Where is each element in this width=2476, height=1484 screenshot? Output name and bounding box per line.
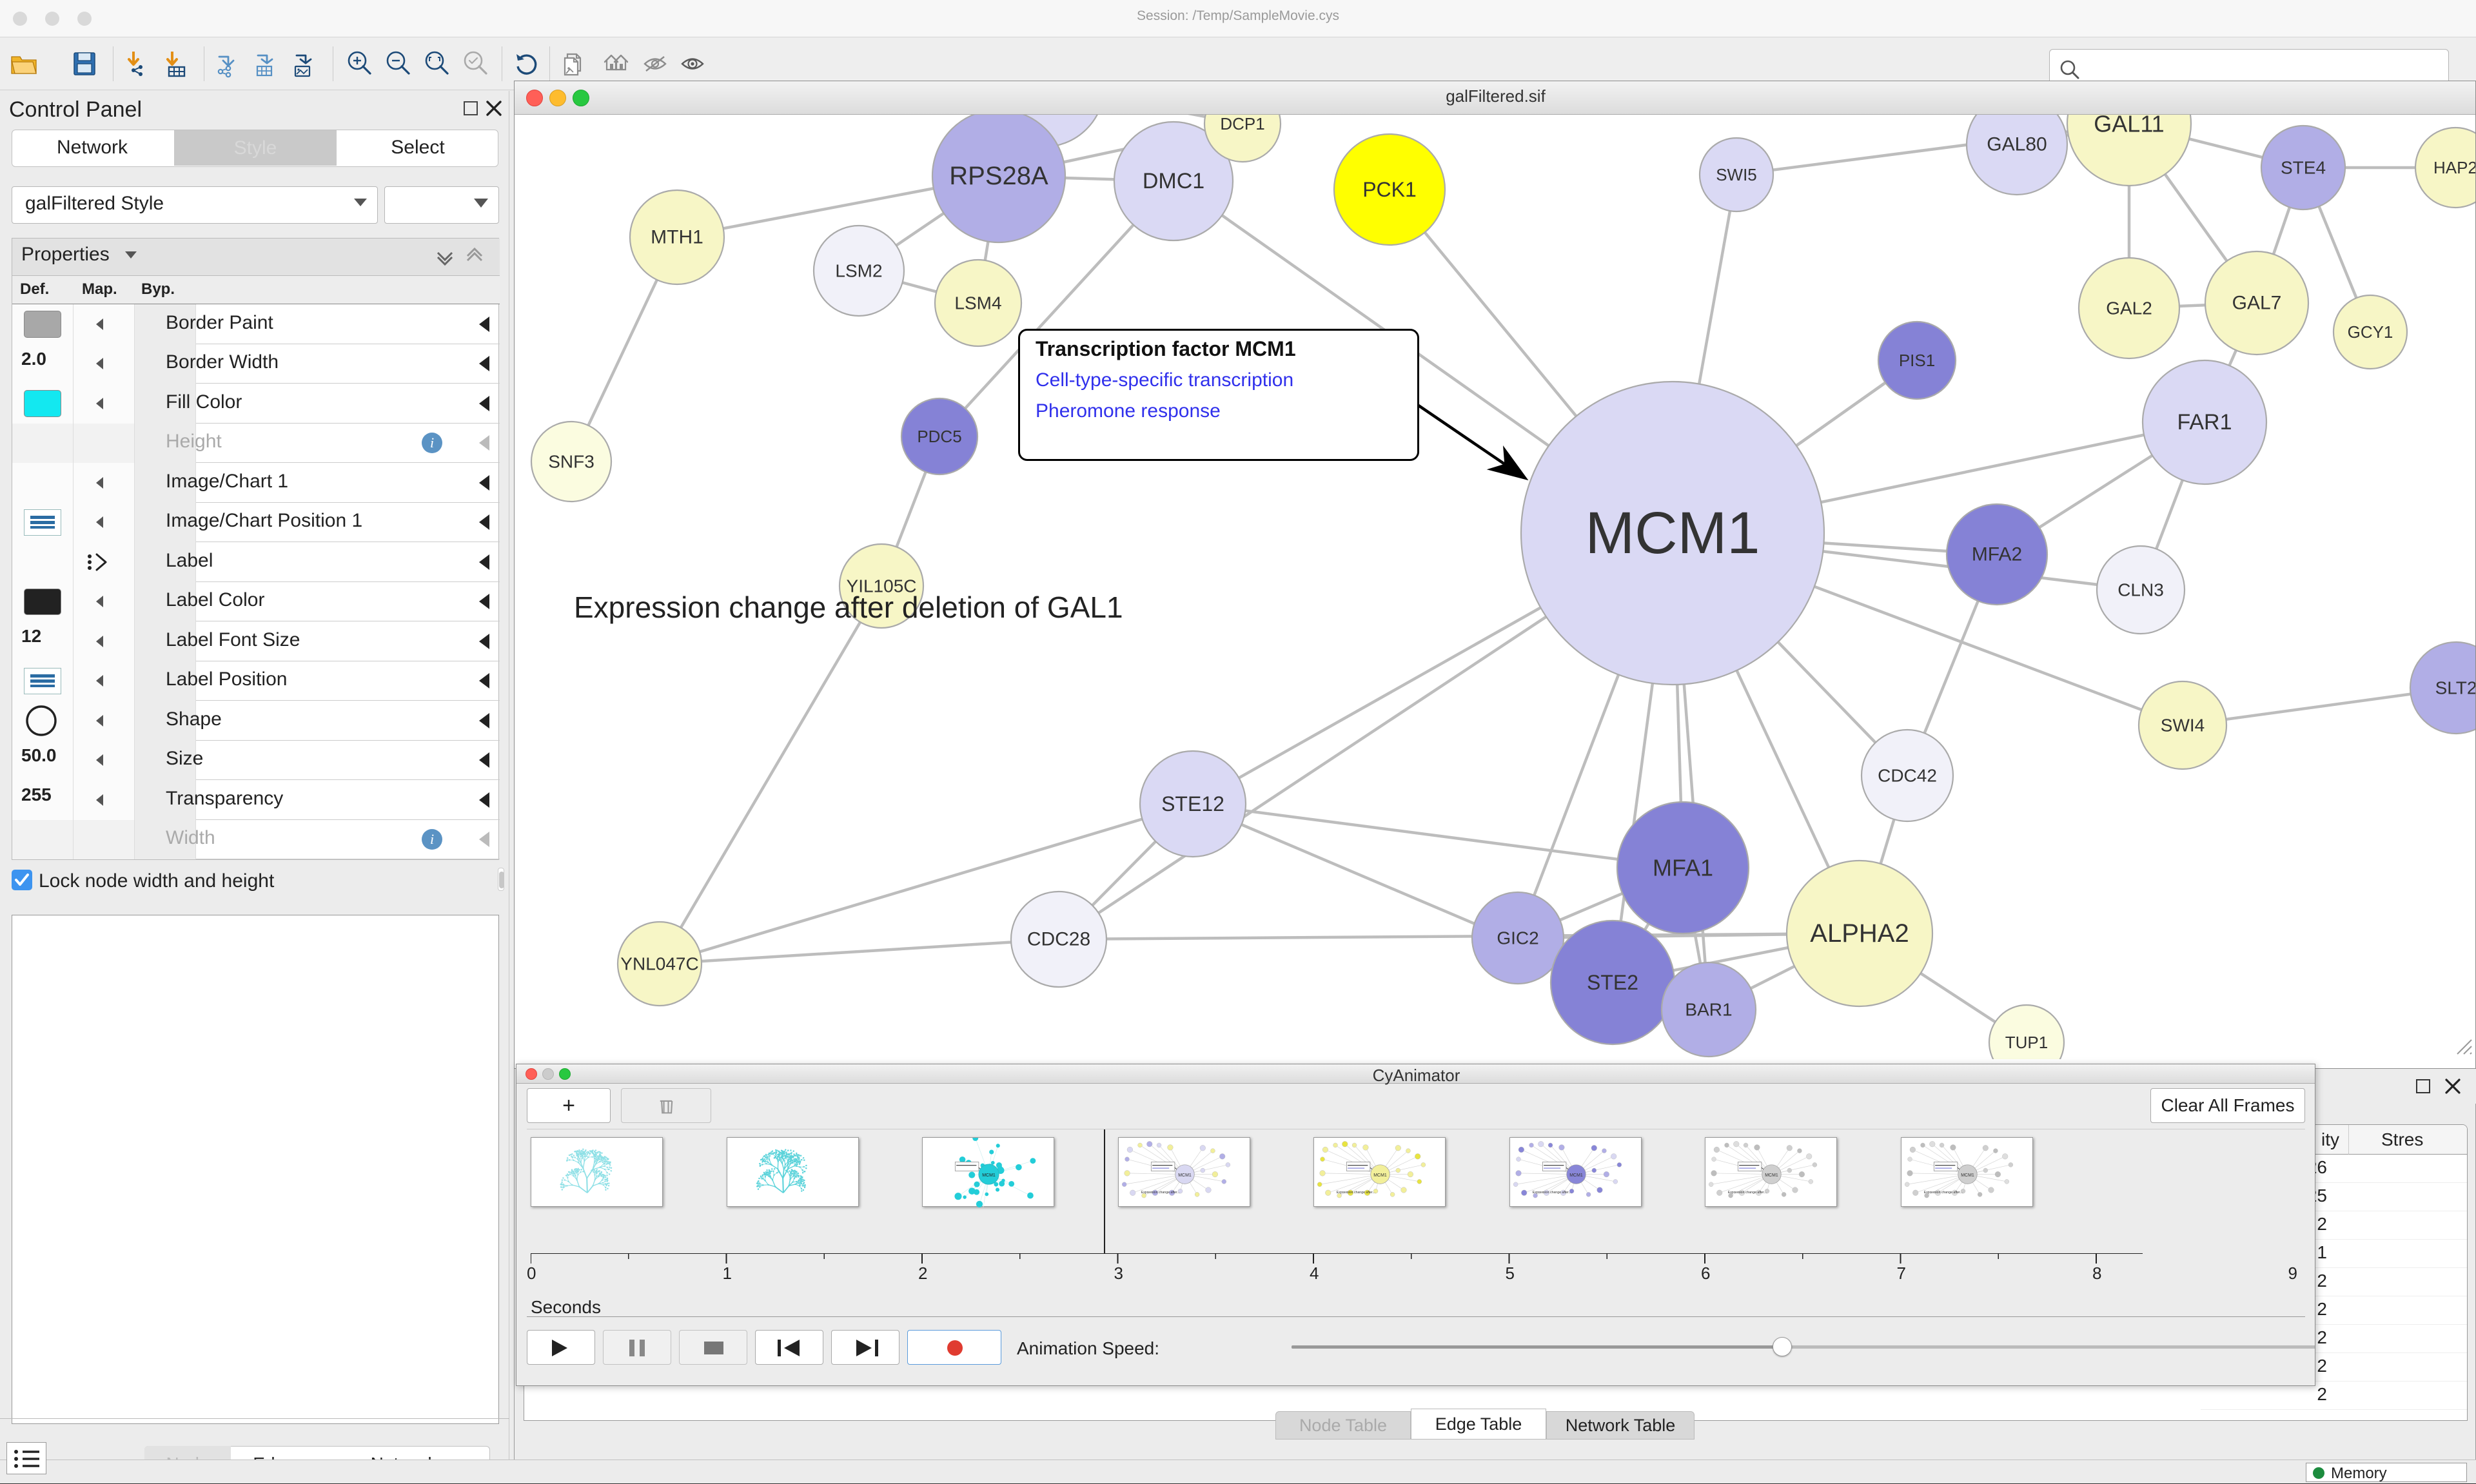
svg-text:CDC42: CDC42 <box>1878 766 1937 786</box>
svg-text:GAL7: GAL7 <box>2232 293 2282 314</box>
svg-text:Expression change after deleti: Expression change after deletion of GAL1 <box>574 591 1123 624</box>
svg-text:MCM1: MCM1 <box>1586 500 1760 566</box>
svg-text:RPS28A: RPS28A <box>949 162 1048 190</box>
svg-text:SNF3: SNF3 <box>548 452 594 472</box>
svg-text:GAL2: GAL2 <box>2106 298 2152 318</box>
svg-text:GAL80: GAL80 <box>1987 134 2047 155</box>
svg-text:MCM1: MCM1 <box>1373 1173 1387 1178</box>
svg-text:HAP2: HAP2 <box>2433 158 2476 177</box>
svg-text:PIS1: PIS1 <box>1899 351 1935 370</box>
svg-text:MCM1: MCM1 <box>1569 1173 1583 1178</box>
svg-text:SLT2: SLT2 <box>2435 678 2476 698</box>
svg-text:GCY1: GCY1 <box>2348 322 2393 342</box>
svg-text:MFA2: MFA2 <box>1972 544 2022 565</box>
svg-text:CDC28: CDC28 <box>1027 929 1090 950</box>
svg-text:DCP1: DCP1 <box>1220 115 1264 133</box>
svg-text:MCM1: MCM1 <box>1178 1173 1192 1178</box>
svg-text:MFA1: MFA1 <box>1653 855 1713 881</box>
svg-text:YNL047C: YNL047C <box>620 954 698 974</box>
svg-text:TUP1: TUP1 <box>2005 1033 2048 1052</box>
svg-text:MCM1: MCM1 <box>1765 1173 1778 1178</box>
svg-text:Expression change after...: Expression change after... <box>1728 1191 1767 1195</box>
svg-text:Expression change after...: Expression change after... <box>1141 1191 1179 1195</box>
svg-text:GAL11: GAL11 <box>2094 115 2164 137</box>
svg-text:PCK1: PCK1 <box>1362 178 1417 201</box>
svg-text:STE2: STE2 <box>1587 971 1638 994</box>
svg-text:STE12: STE12 <box>1161 792 1224 815</box>
svg-text:DMC1: DMC1 <box>1143 169 1204 193</box>
svg-text:CLN3: CLN3 <box>2117 580 2164 600</box>
svg-text:STE4: STE4 <box>2281 158 2326 178</box>
svg-text:LSM2: LSM2 <box>835 261 882 281</box>
svg-text:BAR1: BAR1 <box>1685 1000 1732 1020</box>
svg-text:ALPHA2: ALPHA2 <box>1810 919 1909 948</box>
svg-text:PDC5: PDC5 <box>917 427 961 446</box>
svg-text:SWI5: SWI5 <box>1716 165 1757 184</box>
svg-text:MCM1: MCM1 <box>982 1173 996 1178</box>
svg-text:MTH1: MTH1 <box>651 227 703 248</box>
svg-text:SWI4: SWI4 <box>2161 716 2205 736</box>
svg-text:LSM4: LSM4 <box>954 293 1001 313</box>
svg-text:Expression change after...: Expression change after... <box>1923 1191 1962 1195</box>
svg-text:Expression change after...: Expression change after... <box>1532 1191 1571 1195</box>
svg-text:Expression change after...: Expression change after... <box>1337 1191 1375 1195</box>
svg-text:MCM1: MCM1 <box>1961 1173 1974 1178</box>
svg-text:FAR1: FAR1 <box>2177 410 2232 434</box>
svg-text:GIC2: GIC2 <box>1497 928 1538 948</box>
